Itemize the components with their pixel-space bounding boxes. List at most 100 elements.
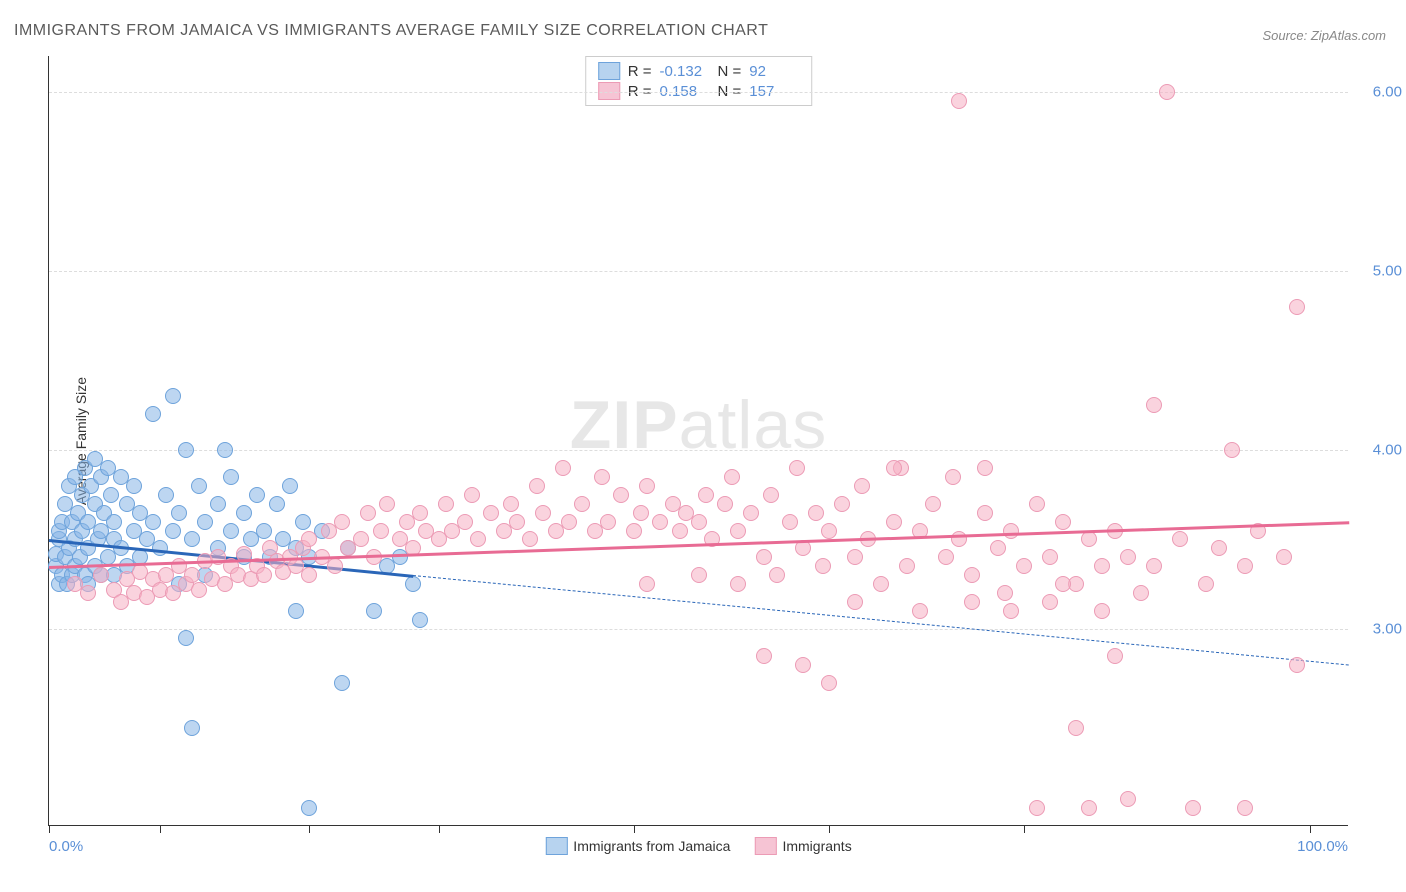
scatter-point-immigrants xyxy=(1237,558,1253,574)
scatter-point-immigrants xyxy=(334,514,350,530)
scatter-point-immigrants xyxy=(561,514,577,530)
scatter-point-immigrants xyxy=(639,576,655,592)
scatter-point-immigrants xyxy=(600,514,616,530)
scatter-point-immigrants xyxy=(1185,800,1201,816)
scatter-point-immigrants xyxy=(626,523,642,539)
scatter-point-immigrants xyxy=(672,523,688,539)
scatter-point-immigrants xyxy=(795,657,811,673)
scatter-point-immigrants xyxy=(1276,549,1292,565)
scatter-point-immigrants xyxy=(373,523,389,539)
scatter-point-jamaica xyxy=(301,800,317,816)
scatter-point-immigrants xyxy=(457,514,473,530)
scatter-point-immigrants xyxy=(594,469,610,485)
scatter-point-immigrants xyxy=(1120,549,1136,565)
scatter-point-jamaica xyxy=(210,496,226,512)
scatter-point-jamaica xyxy=(126,478,142,494)
gridline xyxy=(49,450,1348,451)
scatter-point-immigrants xyxy=(301,531,317,547)
y-tick-label: 6.00 xyxy=(1373,83,1402,100)
scatter-point-jamaica xyxy=(184,720,200,736)
scatter-point-immigrants xyxy=(535,505,551,521)
scatter-point-immigrants xyxy=(438,496,454,512)
scatter-point-immigrants xyxy=(1016,558,1032,574)
scatter-point-immigrants xyxy=(1146,558,1162,574)
scatter-point-immigrants xyxy=(1042,549,1058,565)
gridline xyxy=(49,92,1348,93)
scatter-point-jamaica xyxy=(165,388,181,404)
scatter-point-jamaica xyxy=(282,478,298,494)
scatter-point-immigrants xyxy=(639,478,655,494)
scatter-point-jamaica xyxy=(178,630,194,646)
x-tick xyxy=(634,825,635,833)
scatter-point-jamaica xyxy=(145,514,161,530)
scatter-point-immigrants xyxy=(191,582,207,598)
r-label: R = xyxy=(628,63,652,80)
scatter-point-immigrants xyxy=(724,469,740,485)
scatter-point-jamaica xyxy=(184,531,200,547)
y-tick-label: 3.00 xyxy=(1373,621,1402,638)
scatter-point-immigrants xyxy=(977,505,993,521)
scatter-point-immigrants xyxy=(1237,800,1253,816)
scatter-point-jamaica xyxy=(295,514,311,530)
scatter-point-jamaica xyxy=(412,612,428,628)
x-tick xyxy=(49,825,50,833)
legend-item-immigrants: Immigrants xyxy=(754,837,851,855)
scatter-point-immigrants xyxy=(379,496,395,512)
scatter-point-immigrants xyxy=(769,567,785,583)
scatter-point-immigrants xyxy=(327,558,343,574)
scatter-point-immigrants xyxy=(1081,800,1097,816)
scatter-point-jamaica xyxy=(334,675,350,691)
scatter-point-immigrants xyxy=(795,540,811,556)
scatter-point-immigrants xyxy=(938,549,954,565)
scatter-point-jamaica xyxy=(256,523,272,539)
scatter-point-jamaica xyxy=(236,505,252,521)
scatter-point-immigrants xyxy=(353,531,369,547)
scatter-point-immigrants xyxy=(997,585,1013,601)
legend-label-immigrants: Immigrants xyxy=(782,838,851,854)
scatter-point-immigrants xyxy=(730,523,746,539)
scatter-point-jamaica xyxy=(249,487,265,503)
scatter-point-immigrants xyxy=(691,567,707,583)
scatter-point-immigrants xyxy=(1055,576,1071,592)
watermark-light: atlas xyxy=(679,387,828,463)
n-value-jamaica: 92 xyxy=(749,63,799,80)
scatter-point-jamaica xyxy=(171,505,187,521)
scatter-point-immigrants xyxy=(652,514,668,530)
scatter-point-immigrants xyxy=(1120,791,1136,807)
scatter-point-jamaica xyxy=(103,487,119,503)
scatter-point-immigrants xyxy=(1198,576,1214,592)
scatter-point-immigrants xyxy=(730,576,746,592)
scatter-point-immigrants xyxy=(529,478,545,494)
scatter-point-immigrants xyxy=(1081,531,1097,547)
scatter-point-immigrants xyxy=(522,531,538,547)
x-tick xyxy=(309,825,310,833)
scatter-point-immigrants xyxy=(899,558,915,574)
scatter-point-immigrants xyxy=(717,496,733,512)
scatter-point-jamaica xyxy=(288,603,304,619)
scatter-point-immigrants xyxy=(1055,514,1071,530)
scatter-point-immigrants xyxy=(1172,531,1188,547)
x-tick xyxy=(439,825,440,833)
scatter-point-immigrants xyxy=(1224,442,1240,458)
scatter-point-immigrants xyxy=(1003,603,1019,619)
scatter-point-immigrants xyxy=(1094,558,1110,574)
scatter-point-immigrants xyxy=(964,594,980,610)
scatter-point-immigrants xyxy=(1094,603,1110,619)
stats-row-jamaica: R = -0.132 N = 92 xyxy=(598,61,800,81)
scatter-point-jamaica xyxy=(145,406,161,422)
scatter-point-jamaica xyxy=(223,523,239,539)
stats-legend: R = -0.132 N = 92 R = 0.158 N = 157 xyxy=(585,56,813,106)
legend-label-jamaica: Immigrants from Jamaica xyxy=(573,838,730,854)
x-axis-max-label: 100.0% xyxy=(1297,838,1348,855)
scatter-point-jamaica xyxy=(269,496,285,512)
scatter-point-immigrants xyxy=(1042,594,1058,610)
scatter-point-immigrants xyxy=(1211,540,1227,556)
scatter-point-immigrants xyxy=(886,460,902,476)
scatter-point-immigrants xyxy=(1159,84,1175,100)
bottom-legend: Immigrants from Jamaica Immigrants xyxy=(545,837,851,855)
scatter-point-immigrants xyxy=(1289,657,1305,673)
scatter-point-immigrants xyxy=(912,603,928,619)
swatch-immigrants xyxy=(754,837,776,855)
swatch-jamaica xyxy=(545,837,567,855)
x-tick xyxy=(829,825,830,833)
